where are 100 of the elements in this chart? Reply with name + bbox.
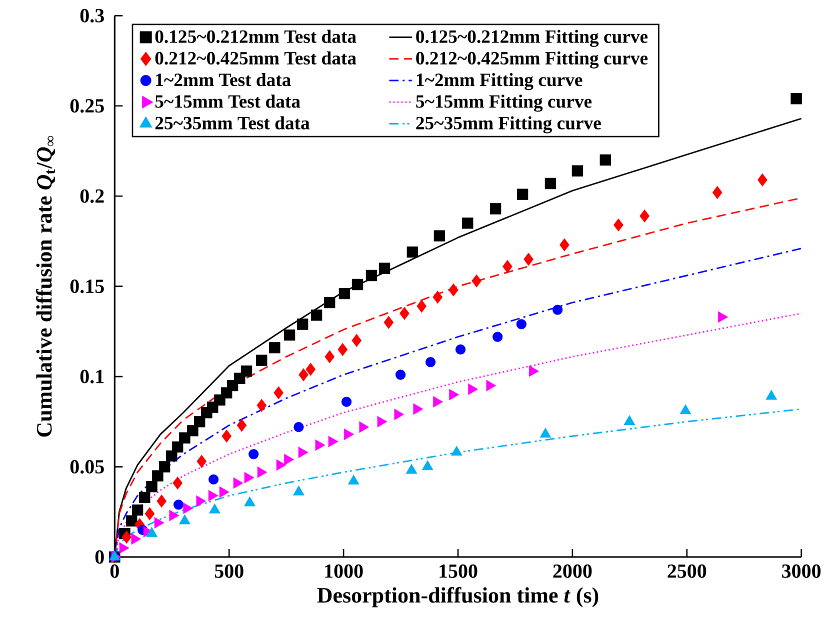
point xyxy=(560,238,570,252)
y-tick-label: 0.15 xyxy=(70,280,104,294)
y-axis-title: Cumulative diffusion rate Q$_{t}$/Q$_{∞}$ xyxy=(36,136,56,437)
x-tick-label: 3000 xyxy=(782,564,821,578)
point xyxy=(144,507,155,520)
point xyxy=(222,430,232,443)
point xyxy=(169,510,179,522)
point xyxy=(324,296,336,308)
legend-label: 0.125~0.212mm Test data xyxy=(155,30,356,44)
point xyxy=(472,274,482,288)
point xyxy=(183,502,193,514)
point xyxy=(413,403,423,415)
legend-label: 25~35mm Fitting curve xyxy=(416,116,601,134)
point xyxy=(492,332,503,342)
point xyxy=(790,93,802,104)
point xyxy=(154,517,164,528)
point xyxy=(294,422,304,432)
point xyxy=(516,319,526,330)
point xyxy=(310,310,322,321)
point xyxy=(156,494,166,508)
point xyxy=(126,515,138,527)
point xyxy=(758,173,768,186)
x-tick-label: 2000 xyxy=(553,564,592,578)
point xyxy=(296,318,308,330)
point xyxy=(284,454,294,466)
point xyxy=(209,504,220,514)
x-tick-label: 500 xyxy=(214,564,244,578)
point xyxy=(269,342,280,354)
y-tick-label: 0.3 xyxy=(80,8,104,22)
point xyxy=(486,380,496,392)
point xyxy=(338,343,348,356)
point xyxy=(122,530,132,544)
point xyxy=(377,416,388,428)
point xyxy=(166,450,178,462)
x-axis-title: Desorption-diffusion time t (s) xyxy=(317,587,598,608)
point xyxy=(233,477,244,489)
point xyxy=(146,481,158,492)
point xyxy=(208,490,218,502)
point xyxy=(139,492,150,504)
point xyxy=(276,459,286,471)
point xyxy=(256,399,266,412)
y-tick-label: 0 xyxy=(95,550,104,564)
point xyxy=(352,278,364,290)
point xyxy=(529,366,539,377)
point xyxy=(196,495,206,507)
point xyxy=(718,311,728,323)
legend-label: 25~35mm Test data xyxy=(155,116,310,130)
point xyxy=(425,357,436,368)
point xyxy=(146,527,158,537)
point xyxy=(187,425,198,436)
point xyxy=(384,316,394,329)
point xyxy=(179,514,190,524)
legend-label: 5~15mm Fitting curve xyxy=(416,94,592,112)
point xyxy=(640,210,650,222)
point xyxy=(274,386,284,400)
point xyxy=(366,270,378,282)
point xyxy=(284,329,296,341)
point xyxy=(451,446,462,456)
point xyxy=(172,441,184,453)
point xyxy=(395,370,406,380)
point xyxy=(172,476,182,490)
y-tick-label: 0.2 xyxy=(80,189,104,203)
point xyxy=(298,368,308,382)
point xyxy=(455,344,466,355)
point xyxy=(540,428,552,438)
point xyxy=(624,415,636,426)
point xyxy=(131,533,141,545)
y-tick-label: 0.25 xyxy=(70,99,104,113)
y-tick-label: 0.1 xyxy=(80,370,104,384)
point xyxy=(544,178,556,190)
point xyxy=(236,418,247,432)
point xyxy=(348,474,360,485)
point xyxy=(433,396,443,408)
point xyxy=(158,461,170,472)
x-tick-label: 2500 xyxy=(668,564,706,578)
point xyxy=(490,203,502,214)
point xyxy=(328,436,338,448)
point xyxy=(244,496,256,506)
point xyxy=(614,218,624,232)
point xyxy=(600,154,612,166)
point xyxy=(341,396,352,407)
point xyxy=(208,474,219,484)
point xyxy=(132,504,144,516)
point xyxy=(338,288,350,300)
legend-label: 1~2mm Test data xyxy=(156,73,291,86)
point xyxy=(516,188,528,200)
point xyxy=(359,422,369,433)
point xyxy=(468,384,478,395)
point xyxy=(406,246,418,258)
point xyxy=(324,350,334,364)
point xyxy=(194,416,206,428)
point xyxy=(462,218,474,229)
legend-label: 0.125~0.212mm Fitting curve xyxy=(416,30,648,47)
point xyxy=(248,449,259,460)
point xyxy=(257,466,268,478)
legend-label: 0.212~0.425mm Test data xyxy=(155,51,356,65)
point xyxy=(448,284,458,296)
point xyxy=(344,428,354,440)
point xyxy=(152,470,164,482)
point xyxy=(422,460,434,470)
